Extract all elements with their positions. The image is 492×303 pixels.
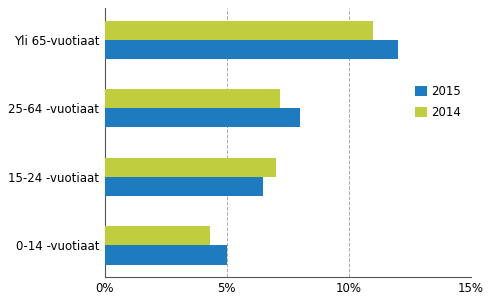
Bar xyxy=(105,245,227,265)
Bar xyxy=(105,158,276,177)
Bar xyxy=(105,226,210,245)
Bar xyxy=(105,89,280,108)
Bar xyxy=(105,108,300,128)
Bar xyxy=(105,21,373,40)
Bar xyxy=(105,177,263,196)
Legend: 2015, 2014: 2015, 2014 xyxy=(411,81,465,123)
Bar xyxy=(105,40,398,59)
